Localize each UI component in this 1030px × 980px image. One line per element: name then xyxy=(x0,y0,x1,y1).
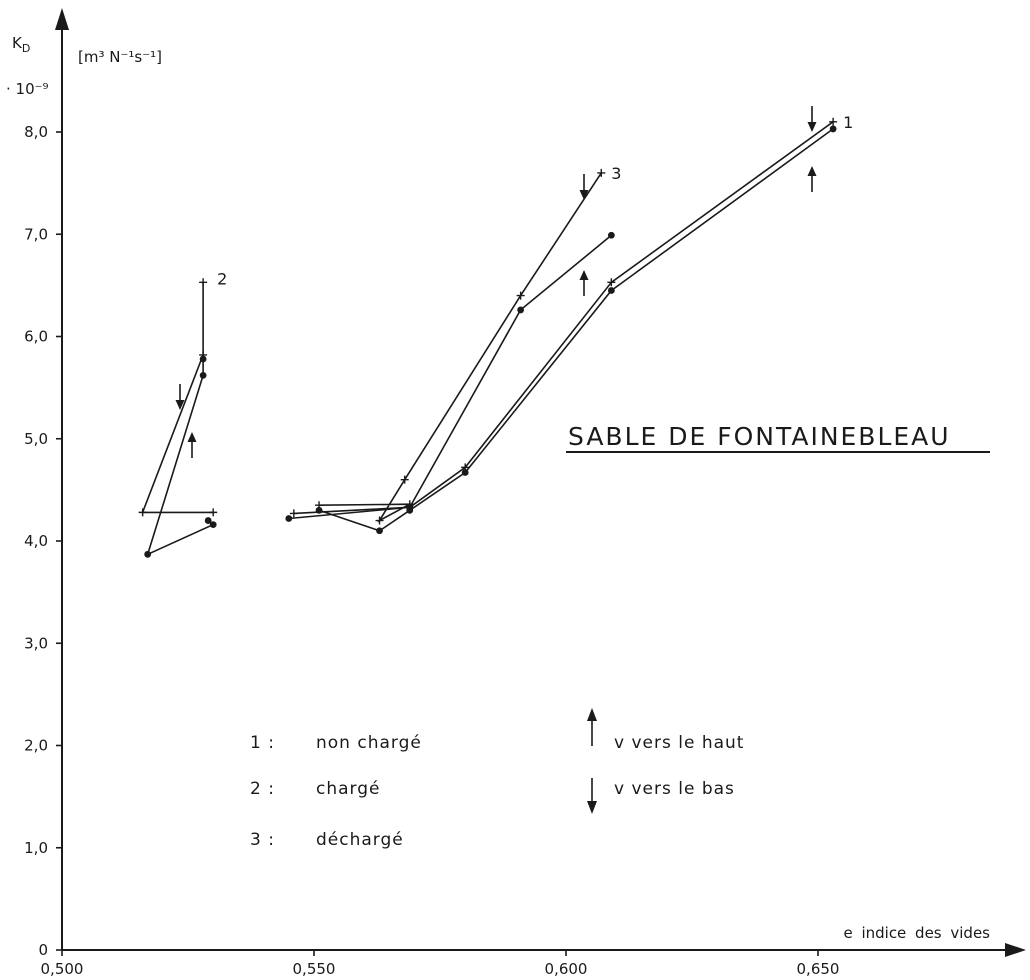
x-axis-arrow-icon xyxy=(1005,943,1026,957)
series-2-down xyxy=(138,278,218,517)
data-point xyxy=(405,500,414,509)
y-tick-label: 1,0 xyxy=(24,839,48,857)
series-line-1-down xyxy=(293,121,834,515)
series-line-1-up xyxy=(318,128,834,532)
series-label-1: 1 xyxy=(843,113,853,132)
data-series xyxy=(138,117,838,558)
y-tick-label: 8,0 xyxy=(24,123,48,141)
series-3-down xyxy=(315,168,606,525)
data-point xyxy=(144,550,152,558)
data-point xyxy=(829,125,837,133)
down-arrow-icon xyxy=(175,384,185,410)
data-point xyxy=(209,521,217,529)
x-axis-label: e indice des vides xyxy=(843,924,990,942)
data-point xyxy=(315,501,324,510)
y-axis-arrow-icon xyxy=(55,8,69,30)
y-axis-label: KD xyxy=(12,34,30,55)
data-point xyxy=(517,306,525,314)
legend: 1 : non chargé 2 : chargé 3 : déchargé v… xyxy=(250,708,744,850)
legend-flow-up: v vers le haut xyxy=(614,733,744,753)
legend-flow-down: v vers le bas xyxy=(614,779,735,799)
series-line-3-up xyxy=(288,234,612,520)
legend-label-2: chargé xyxy=(316,779,380,799)
x-tick-label: 0,600 xyxy=(545,960,588,978)
legend-label-3: déchargé xyxy=(316,830,404,850)
data-point xyxy=(597,168,606,177)
chart-title: SABLE DE FONTAINEBLEAU xyxy=(568,422,951,451)
data-point xyxy=(209,508,218,517)
data-point xyxy=(516,291,525,300)
x-tick-label: 0,550 xyxy=(293,960,336,978)
y-tick-label: 4,0 xyxy=(24,532,48,550)
y-tick-label: 0 xyxy=(38,941,48,959)
y-tick-label: 2,0 xyxy=(24,737,48,755)
series-label-3: 3 xyxy=(611,164,621,183)
y-tick-label: 6,0 xyxy=(24,328,48,346)
down-arrow-icon xyxy=(579,174,589,200)
up-arrow-icon xyxy=(187,432,197,458)
series-label-2: 2 xyxy=(217,269,227,288)
data-point xyxy=(289,509,298,518)
legend-key-2: 2 : xyxy=(250,779,275,799)
y-tick-label: 7,0 xyxy=(24,225,48,243)
up-arrow-icon xyxy=(807,166,817,192)
data-point xyxy=(461,469,469,476)
axis-ticks: 0 1,0 2,0 3,0 4,0 5,0 6,0 7,0 8,0 0,500 0,550 0,600… xyxy=(24,123,839,978)
x-tick-label: 0,500 xyxy=(41,960,84,978)
data-point xyxy=(199,350,208,359)
legend-key-3: 3 : xyxy=(250,830,275,850)
y-tick-label: 5,0 xyxy=(24,430,48,448)
series-line-2-down xyxy=(141,282,214,514)
y-axis xyxy=(55,8,69,950)
y-axis-multiplier: · 10⁻⁹ xyxy=(6,80,49,98)
data-point xyxy=(285,515,293,522)
data-point xyxy=(400,475,409,484)
flow-arrows xyxy=(175,106,817,458)
data-point xyxy=(375,516,384,525)
y-axis-units: [m³ N⁻¹s⁻¹] xyxy=(78,48,162,66)
data-point xyxy=(199,278,208,287)
series-1-down xyxy=(289,117,838,518)
down-arrow-icon xyxy=(807,106,817,132)
series-1-up xyxy=(315,125,837,535)
series-line-3-down xyxy=(318,172,602,523)
legend-key-1: 1 : xyxy=(250,733,275,753)
data-point xyxy=(204,517,212,524)
x-tick-label: 0,650 xyxy=(797,960,840,978)
data-point xyxy=(829,117,838,126)
legend-label-1: non chargé xyxy=(316,733,422,753)
data-point xyxy=(138,508,147,517)
down-arrow-icon xyxy=(587,778,597,814)
data-point xyxy=(607,278,616,287)
y-tick-label: 3,0 xyxy=(24,634,48,652)
series-labels: 1 2 3 xyxy=(217,113,853,289)
data-point xyxy=(199,371,207,379)
up-arrow-icon xyxy=(587,708,597,746)
data-point xyxy=(376,527,383,535)
data-point xyxy=(461,463,470,472)
up-arrow-icon xyxy=(579,270,589,296)
data-point xyxy=(607,287,615,294)
x-axis xyxy=(62,943,1026,957)
data-point xyxy=(607,231,615,239)
